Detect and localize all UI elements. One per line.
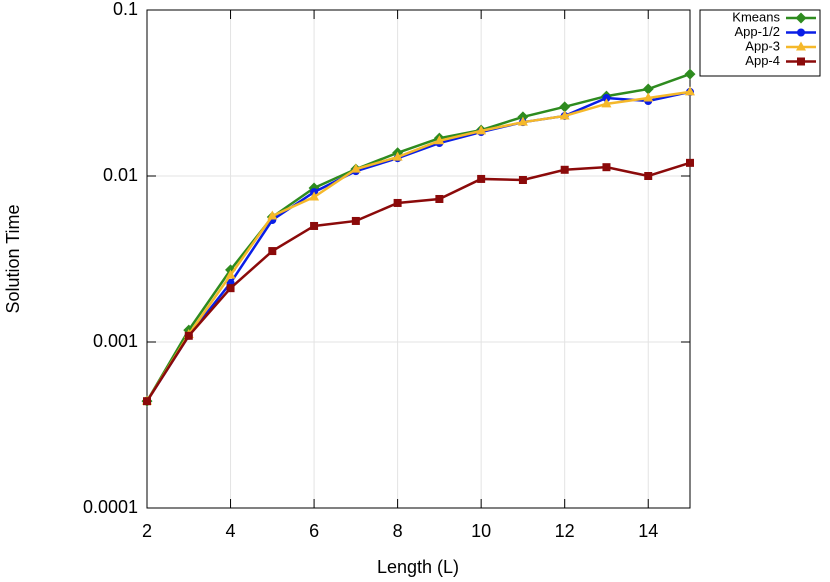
legend-label: App-4 (745, 53, 780, 68)
legend-marker (795, 12, 807, 24)
x-axis-label: Length (L) (377, 557, 459, 577)
data-point (685, 86, 695, 96)
data-point (477, 174, 486, 183)
data-point (309, 191, 320, 201)
x-tick-label: 12 (555, 521, 575, 541)
data-point (435, 194, 444, 203)
x-tick-label: 10 (471, 521, 491, 541)
y-tick-label: 0.0001 (83, 497, 138, 517)
data-point (517, 116, 528, 126)
data-point (434, 135, 445, 145)
data-point (392, 151, 403, 161)
data-point (560, 165, 569, 174)
y-tick-label: 0.1 (113, 0, 138, 19)
y-tick-label: 0.001 (93, 331, 138, 351)
data-point (225, 269, 236, 279)
legend-label: Kmeans (732, 9, 780, 24)
data-point (476, 125, 487, 135)
data-point (601, 98, 612, 108)
data-point (393, 198, 402, 207)
data-point (184, 331, 193, 340)
plot-frame (146, 9, 691, 509)
y-axis-label: Solution Time (3, 204, 23, 313)
legend-marker (797, 57, 805, 66)
x-tick-label: 2 (142, 521, 152, 541)
data-point (602, 94, 611, 103)
data-point (559, 101, 571, 113)
legend-label: App-1/2 (734, 24, 780, 39)
data-point (643, 92, 654, 102)
data-point (350, 163, 361, 173)
x-tick-label: 6 (309, 521, 319, 541)
data-point (602, 163, 611, 172)
legend-marker (796, 41, 806, 51)
series-line (145, 90, 691, 402)
series-line (145, 161, 691, 402)
data-point (267, 210, 278, 220)
data-point (559, 110, 570, 120)
x-tick-label: 8 (393, 521, 403, 541)
data-point (351, 216, 360, 225)
x-tick-label: 14 (638, 521, 658, 541)
legend-label: App-3 (745, 38, 780, 53)
data-point (310, 221, 319, 230)
legend-marker (797, 28, 805, 37)
series-line (145, 90, 691, 402)
data-point (143, 397, 151, 406)
data-point (686, 158, 694, 167)
data-point (268, 247, 277, 256)
data-point (684, 68, 696, 80)
data-point (642, 83, 654, 95)
y-tick-label: 0.01 (103, 165, 138, 185)
x-tick-label: 4 (226, 521, 236, 541)
data-point (644, 172, 653, 180)
series-line (145, 72, 691, 402)
data-point (226, 284, 235, 293)
data-point (518, 176, 527, 185)
